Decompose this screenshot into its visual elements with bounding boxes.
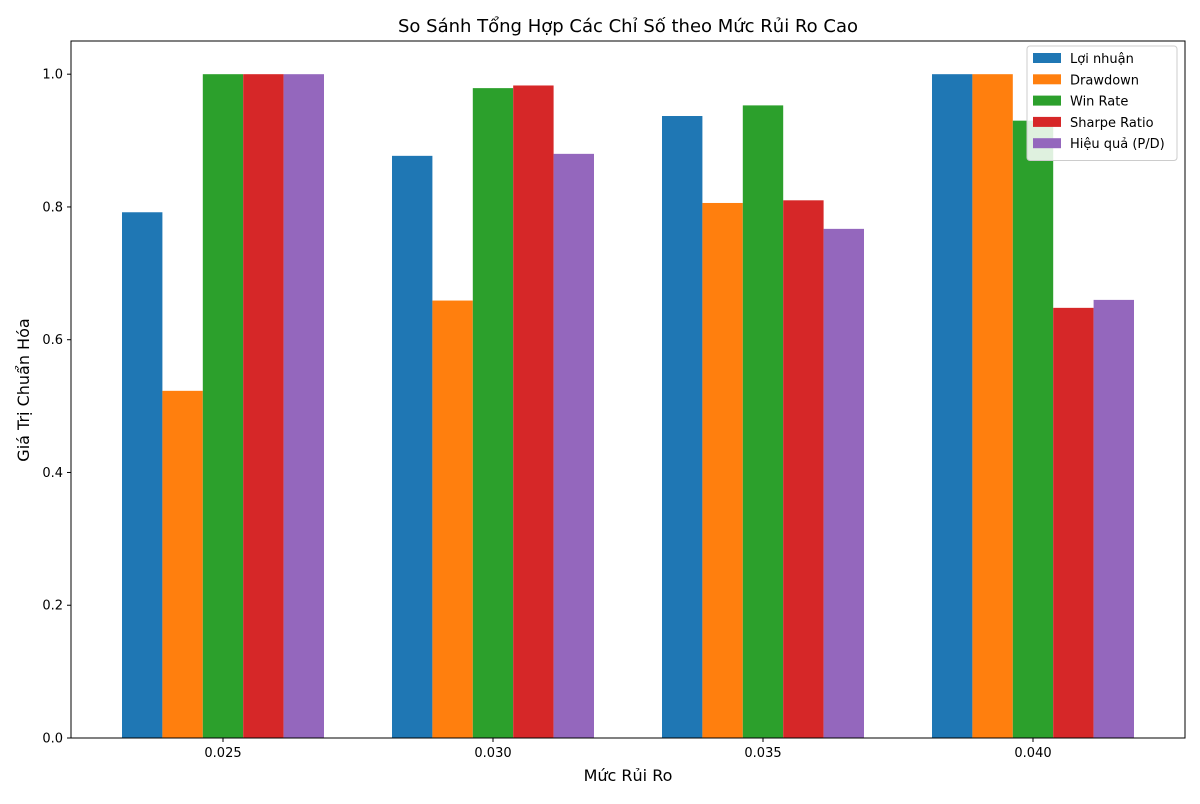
y-axis-label: Giá Trị Chuẩn Hóa — [14, 318, 33, 461]
bar-series-2 — [162, 74, 1013, 739]
bar — [472, 88, 514, 738]
y-tick-label: 0.6 — [42, 333, 63, 348]
legend-item: Drawdown — [1033, 73, 1139, 88]
bar — [1053, 307, 1094, 738]
bar — [392, 155, 433, 739]
bar — [243, 74, 284, 738]
bar — [662, 116, 703, 738]
y-tick-label: 1.0 — [42, 68, 63, 83]
bar-series-3 — [202, 74, 1054, 738]
legend-swatch — [1033, 116, 1061, 127]
legend-item: Win Rate — [1033, 95, 1128, 110]
legend-box — [1026, 45, 1178, 161]
y-tick-label: 0.8 — [42, 200, 63, 215]
y-tick-label: 0.4 — [42, 466, 63, 481]
legend: Lợi nhuận Drawdown Win Rate Sharpe Ratio Hiệ… — [1026, 45, 1178, 161]
bar — [202, 74, 244, 738]
axes-layer: 0.0 0.2 0.4 0.6 0.8 1.0 0.025 0.030 0.035 0.040 — [42, 40, 1186, 761]
y-tick-label: 0.2 — [42, 599, 63, 614]
x-tick-label: 0.035 — [744, 746, 781, 761]
bars-layer — [122, 74, 1134, 739]
legend-item: Lợi nhuận — [1033, 52, 1134, 67]
x-tick-label: 0.030 — [474, 746, 511, 761]
chart-title: So Sánh Tổng Hợp Các Chỉ Số theo Mức Rủi… — [398, 16, 858, 37]
bar — [513, 85, 554, 739]
bar — [823, 228, 864, 739]
legend-label: Sharpe Ratio — [1070, 116, 1154, 131]
bar — [972, 74, 1013, 738]
bar — [283, 74, 324, 738]
legend-label: Hiệu quả (P/D) — [1070, 137, 1165, 152]
legend-label: Drawdown — [1070, 73, 1139, 88]
legend-label: Win Rate — [1070, 95, 1128, 110]
bar — [162, 390, 203, 738]
bar — [932, 74, 973, 738]
y-tick-label: 0.0 — [42, 732, 63, 747]
bar — [553, 153, 594, 739]
plot-frame — [70, 40, 1186, 739]
legend-label: Lợi nhuận — [1070, 52, 1134, 67]
bar — [122, 212, 163, 738]
bar-series-5 — [283, 74, 1134, 739]
bar-series-4 — [243, 74, 1094, 739]
x-axis-label: Mức Rủi Ro — [584, 766, 673, 785]
bar — [742, 105, 784, 738]
legend-swatch — [1033, 74, 1061, 85]
legend-swatch — [1033, 138, 1061, 149]
bar — [783, 200, 824, 738]
bar — [1012, 120, 1054, 738]
x-tick-label: 0.025 — [204, 746, 241, 761]
legend-item: Hiệu quả (P/D) — [1033, 137, 1165, 152]
legend-swatch — [1033, 53, 1061, 63]
bar — [702, 202, 743, 739]
legend-item: Sharpe Ratio — [1033, 116, 1154, 131]
bar-series-1 — [122, 74, 973, 739]
legend-swatch — [1033, 95, 1061, 106]
x-tick-label: 0.040 — [1014, 746, 1051, 761]
bar — [1093, 299, 1134, 738]
bar — [432, 300, 473, 738]
